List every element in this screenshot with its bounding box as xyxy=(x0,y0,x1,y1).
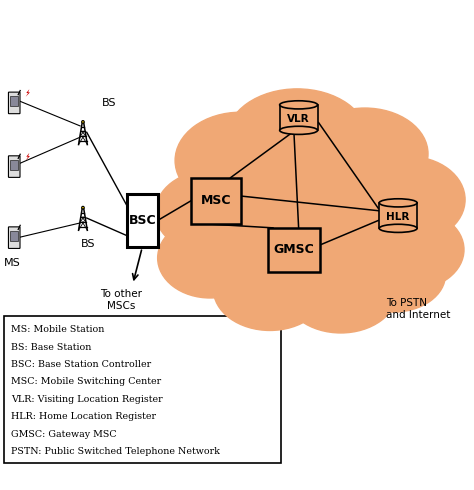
Bar xyxy=(10,160,18,170)
Ellipse shape xyxy=(280,101,318,109)
Ellipse shape xyxy=(284,250,398,333)
Text: MSC: Mobile Switching Center: MSC: Mobile Switching Center xyxy=(11,377,161,387)
Ellipse shape xyxy=(155,171,264,254)
Text: VLR: Visiting Location Register: VLR: Visiting Location Register xyxy=(11,395,163,404)
Text: To PSTN
and Internet: To PSTN and Internet xyxy=(386,298,451,319)
Bar xyxy=(280,105,318,130)
Ellipse shape xyxy=(341,237,446,312)
FancyBboxPatch shape xyxy=(9,92,20,114)
Ellipse shape xyxy=(199,144,417,297)
Ellipse shape xyxy=(280,126,318,134)
Bar xyxy=(127,194,157,247)
Polygon shape xyxy=(26,89,30,97)
Text: GMSC: GMSC xyxy=(273,244,314,256)
Text: MSC: MSC xyxy=(201,195,231,207)
Text: BS: BS xyxy=(102,98,116,108)
Bar xyxy=(268,228,320,272)
Text: To other
MSCs: To other MSCs xyxy=(100,289,142,311)
Ellipse shape xyxy=(227,89,368,189)
Ellipse shape xyxy=(359,210,464,290)
Polygon shape xyxy=(26,153,30,161)
Text: HLR: HLR xyxy=(386,212,410,222)
Ellipse shape xyxy=(213,247,327,330)
Ellipse shape xyxy=(352,156,465,243)
FancyBboxPatch shape xyxy=(9,227,20,248)
Text: VLR: VLR xyxy=(287,114,310,124)
Text: BS: Base Station: BS: Base Station xyxy=(11,343,91,352)
Text: MS: MS xyxy=(3,258,20,268)
Text: BS: BS xyxy=(81,239,95,249)
Bar xyxy=(10,96,18,106)
Text: BSC: Base Station Controller: BSC: Base Station Controller xyxy=(11,360,151,369)
Ellipse shape xyxy=(301,108,428,200)
Bar xyxy=(10,231,18,241)
Ellipse shape xyxy=(379,199,417,207)
Ellipse shape xyxy=(191,144,442,319)
Bar xyxy=(191,177,240,224)
FancyBboxPatch shape xyxy=(9,156,20,177)
Text: HLR: Home Location Register: HLR: Home Location Register xyxy=(11,412,156,421)
Circle shape xyxy=(82,206,84,209)
Bar xyxy=(4,316,281,463)
Text: PSTN: Public Switched Telephone Network: PSTN: Public Switched Telephone Network xyxy=(11,447,220,456)
Circle shape xyxy=(82,121,84,123)
Ellipse shape xyxy=(158,218,262,298)
Text: GMSC: Gateway MSC: GMSC: Gateway MSC xyxy=(11,430,117,439)
Bar xyxy=(379,203,417,228)
Text: BSC: BSC xyxy=(128,214,156,227)
Ellipse shape xyxy=(175,112,306,209)
Ellipse shape xyxy=(379,224,417,232)
Text: MS: Mobile Station: MS: Mobile Station xyxy=(11,325,104,334)
